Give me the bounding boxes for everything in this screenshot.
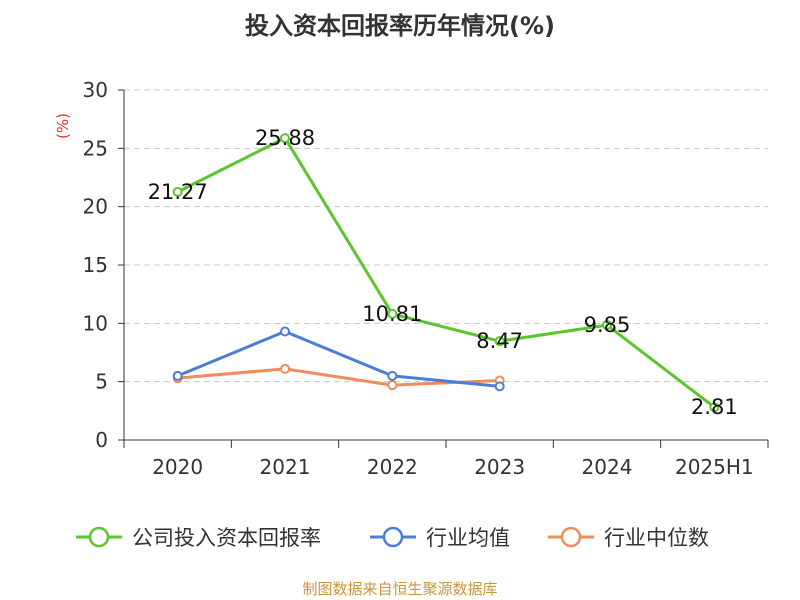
x-tick-label: 2023 <box>474 455 525 479</box>
y-tick-label: 5 <box>95 370 108 394</box>
legend-swatch-marker <box>382 526 404 548</box>
legend: 公司投入资本回报率 行业均值 行业中位数 <box>76 526 709 550</box>
y-tick-label: 10 <box>83 311 108 335</box>
legend-label: 行业均值 <box>426 526 510 550</box>
data-point <box>494 336 505 347</box>
x-tick-label: 2022 <box>367 455 418 479</box>
data-point <box>280 326 290 337</box>
y-tick-label: 30 <box>83 78 108 102</box>
legend-item: 行业均值 <box>370 526 510 550</box>
data-point <box>172 370 183 381</box>
x-tick-label: 2020 <box>152 455 203 479</box>
series-lines <box>172 133 720 413</box>
data-point <box>387 370 398 381</box>
data-point <box>387 308 398 319</box>
series-line <box>176 136 716 409</box>
chart-title: 投入资本回报率历年情况(%) <box>245 12 555 40</box>
data-label: 25.88 <box>255 126 315 150</box>
data-point <box>387 380 398 391</box>
x-tick-label: 2025H1 <box>675 455 754 479</box>
y-tick-label: 15 <box>83 253 108 277</box>
x-tick-label: 2024 <box>582 455 633 479</box>
series-line <box>177 330 500 388</box>
legend-label: 行业中位数 <box>604 526 709 550</box>
data-point <box>280 133 290 144</box>
y-axis-label: (%) <box>54 113 72 139</box>
series-line <box>177 367 500 387</box>
data-label: 8.47 <box>476 329 523 353</box>
source-note: 制图数据来自恒生聚源数据库 <box>302 580 498 598</box>
data-label: 21.27 <box>148 180 208 204</box>
data-point <box>494 381 505 392</box>
data-label: 10.81 <box>362 302 422 326</box>
legend-label: 公司投入资本回报率 <box>132 526 321 550</box>
y-tick-label: 0 <box>95 428 108 452</box>
y-tick-label: 25 <box>83 136 108 160</box>
data-labels: 21.27 25.88 10.81 8.47 9.85 2.81 <box>148 126 738 419</box>
data-point <box>602 320 612 331</box>
data-label: 9.85 <box>584 313 631 337</box>
axes: 0 5 10 15 20 25 30 (%) 2020 2021 2022 2023 2024 2025H… <box>54 78 769 479</box>
data-point <box>709 402 720 413</box>
y-tick-label: 20 <box>83 195 108 219</box>
legend-item: 行业中位数 <box>548 526 709 550</box>
data-label: 2.81 <box>691 395 738 419</box>
data-point <box>280 363 290 374</box>
legend-swatch-marker <box>560 526 582 548</box>
data-point <box>172 186 183 197</box>
legend-item: 公司投入资本回报率 <box>76 526 321 550</box>
legend-swatch-marker <box>88 526 110 548</box>
x-tick-label: 2021 <box>260 455 311 479</box>
grid-lines <box>124 89 768 383</box>
